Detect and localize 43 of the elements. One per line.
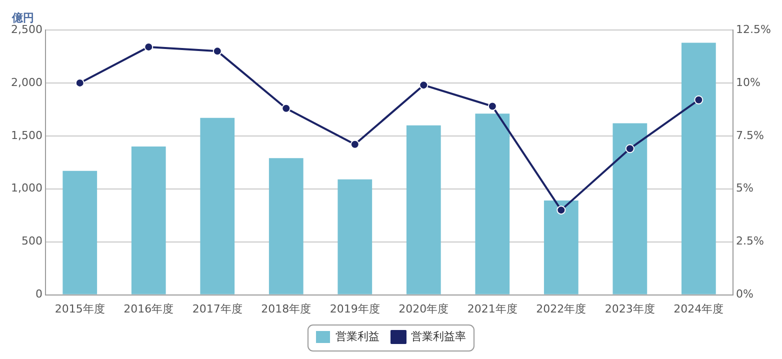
bar bbox=[544, 200, 578, 294]
y2-tick-label: 10% bbox=[736, 76, 761, 89]
point bbox=[282, 104, 291, 113]
point bbox=[212, 46, 222, 56]
x-tick-label: 2017年度 bbox=[192, 302, 242, 316]
x-tick-label: 2015年度 bbox=[54, 302, 105, 316]
point bbox=[488, 102, 497, 111]
bar bbox=[62, 170, 98, 294]
legend-label: 営業利益率 bbox=[411, 330, 466, 343]
x-tick-label: 2023年度 bbox=[604, 302, 655, 316]
point bbox=[419, 80, 428, 90]
y2-tick-label: 12.5% bbox=[736, 22, 772, 36]
x-tick-label: 2020年度 bbox=[398, 302, 449, 316]
bar bbox=[131, 146, 166, 294]
y-tick-label: 0 bbox=[35, 288, 42, 301]
y-tick-label: 1,500 bbox=[10, 128, 42, 142]
x-tick-label: 2018年度 bbox=[261, 302, 312, 316]
y2-tick-label: 7.5% bbox=[736, 128, 764, 142]
point bbox=[625, 144, 634, 154]
y2-tick-label: 5% bbox=[736, 182, 754, 195]
x-tick-label: 2022年度 bbox=[536, 302, 586, 316]
point bbox=[350, 140, 360, 149]
x-tick-label: 2024年度 bbox=[674, 302, 724, 316]
point bbox=[694, 95, 704, 104]
x-tick-label: 2016年度 bbox=[124, 302, 174, 316]
x-tick-label: 2021年度 bbox=[467, 302, 518, 316]
bar bbox=[268, 158, 304, 294]
bar bbox=[406, 125, 441, 294]
bar bbox=[338, 179, 372, 294]
y-tick-label: 1,000 bbox=[10, 182, 42, 195]
y-tick-label: 2,000 bbox=[10, 76, 42, 89]
y-axis-title: 億円 bbox=[11, 11, 34, 24]
bar bbox=[612, 123, 648, 294]
bar bbox=[475, 114, 510, 294]
legend-label: 営業利益 bbox=[336, 330, 380, 343]
y-tick-label: 2,500 bbox=[10, 22, 42, 36]
y2-tick-label: 0% bbox=[736, 288, 754, 301]
bar bbox=[200, 118, 235, 294]
point bbox=[556, 206, 566, 215]
y2-tick-label: 2.5% bbox=[736, 234, 764, 248]
bar bbox=[681, 42, 716, 294]
y-tick-label: 500 bbox=[21, 234, 42, 248]
x-tick-label: 2019年度 bbox=[330, 302, 380, 316]
